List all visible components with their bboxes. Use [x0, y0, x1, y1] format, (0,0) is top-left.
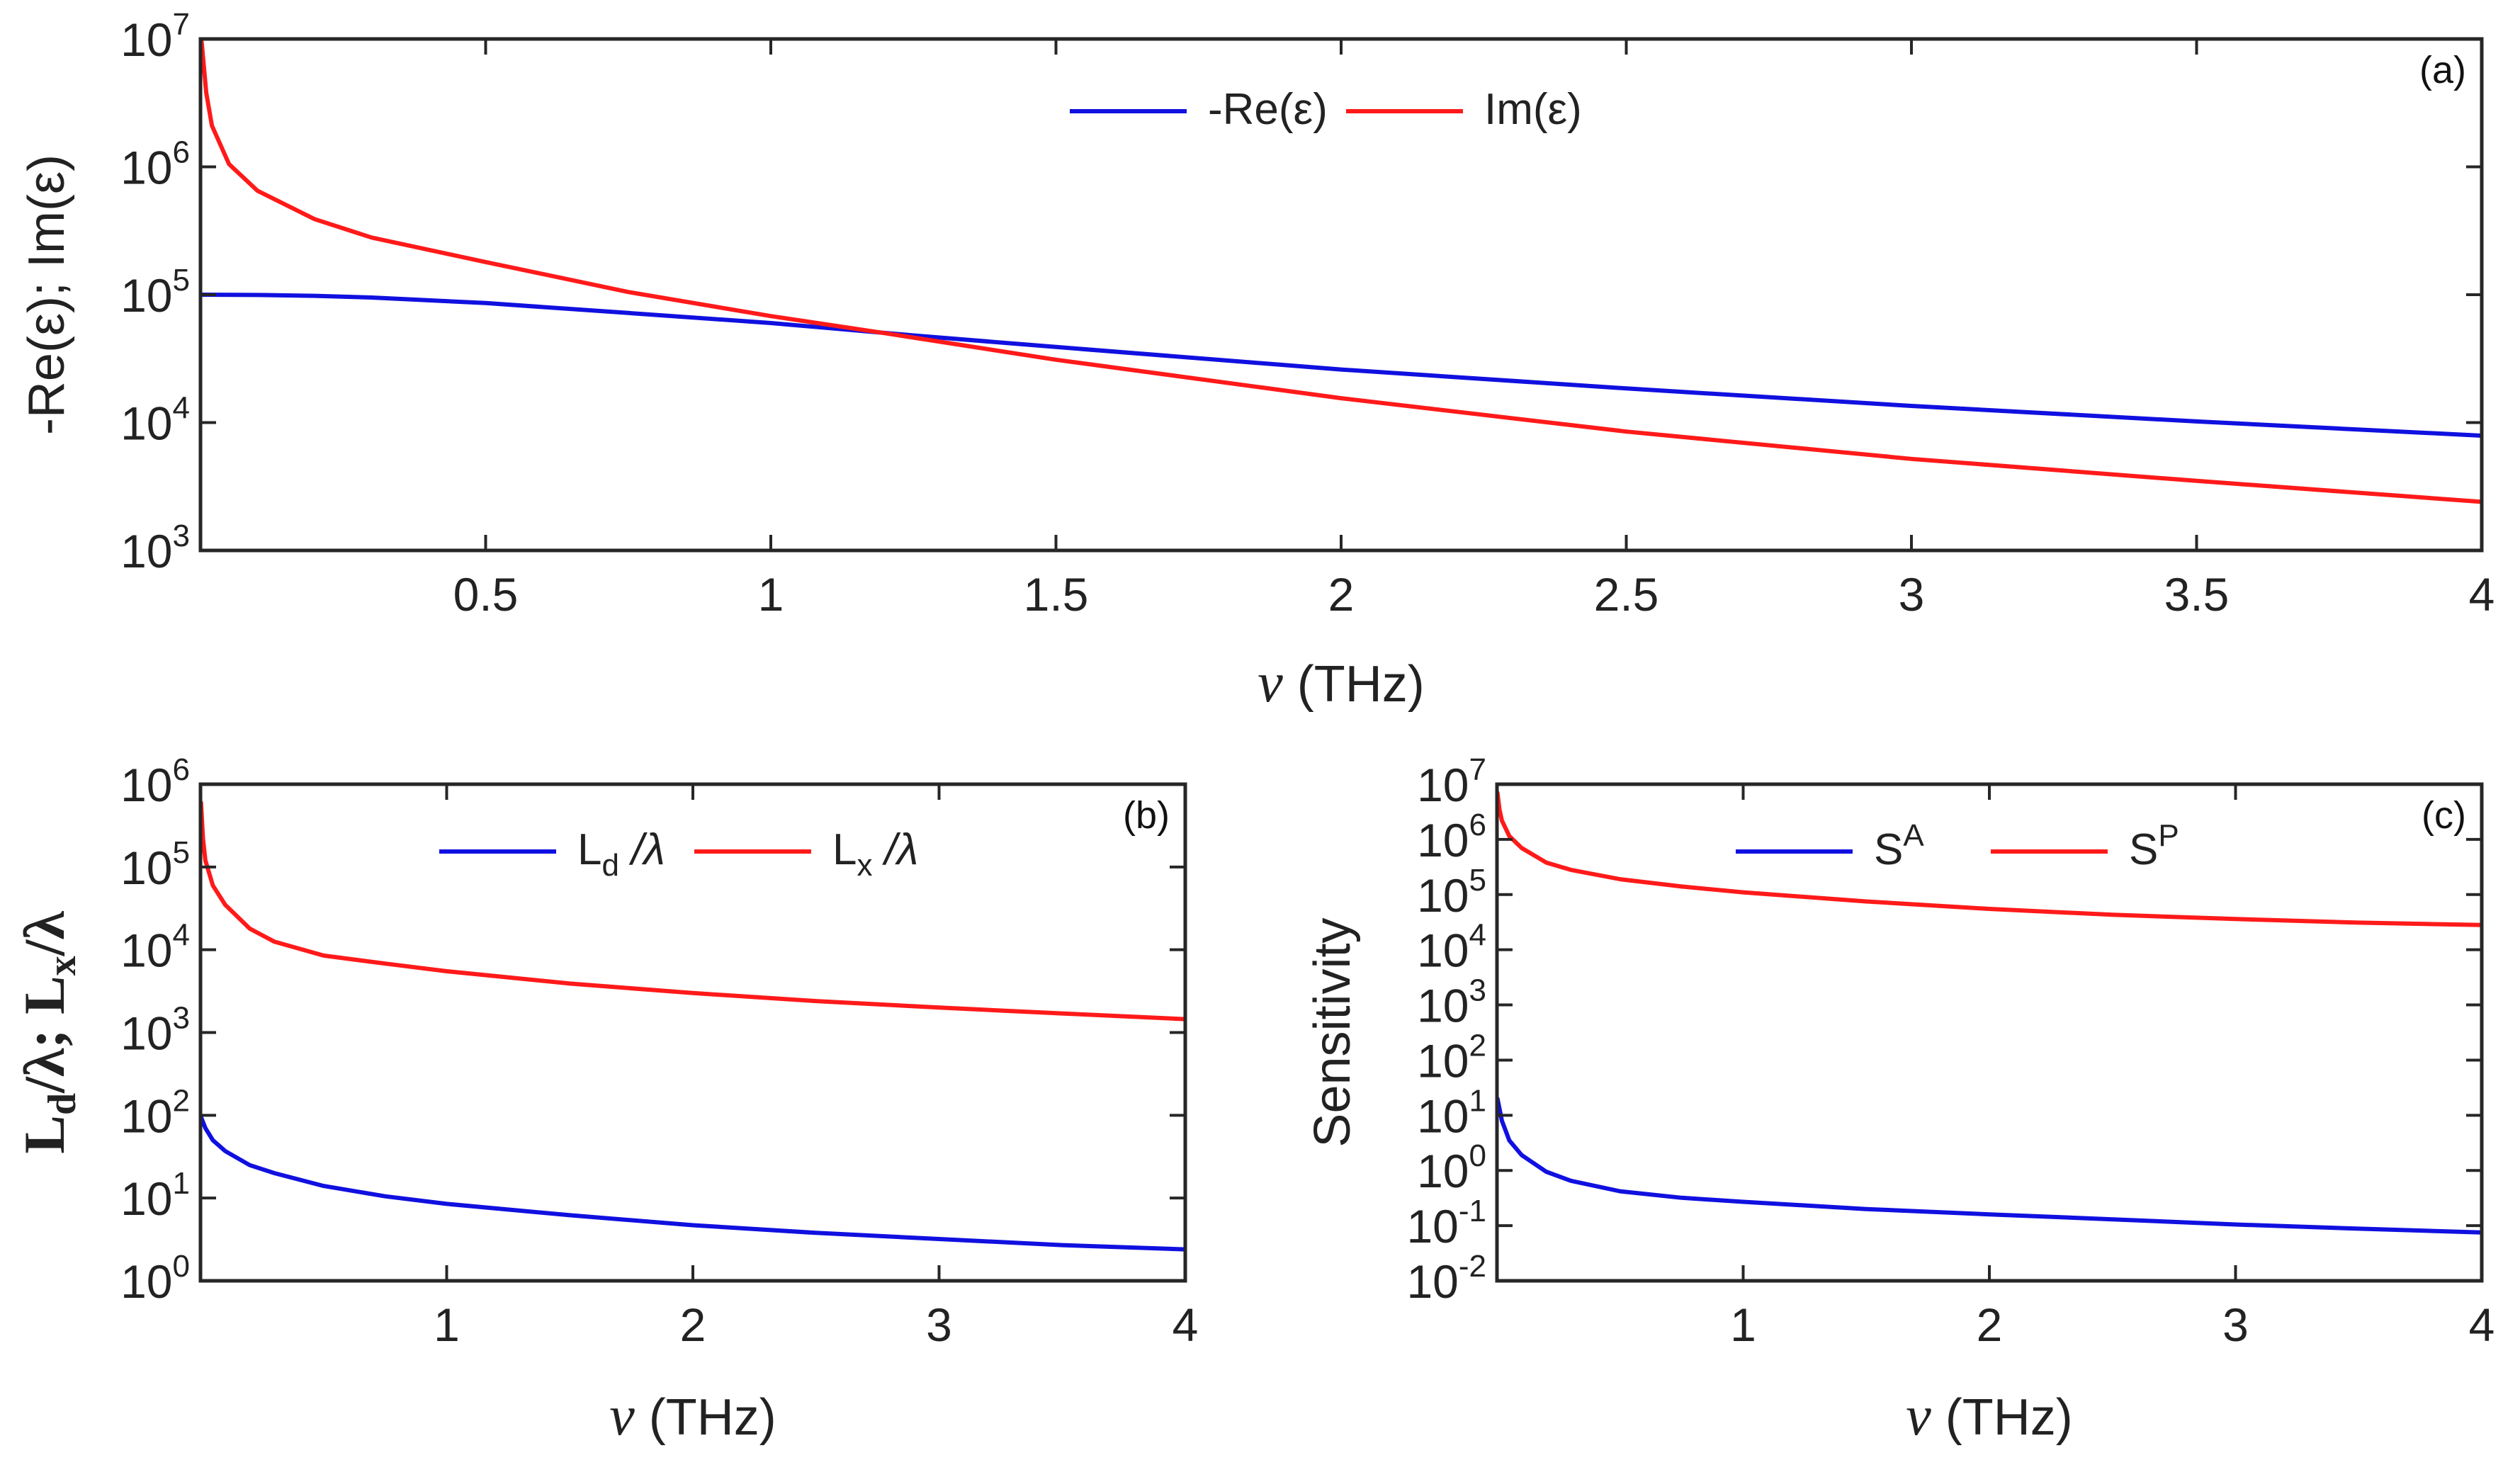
y-tick-label: 10-1: [1406, 1194, 1486, 1252]
x-tick-label: 1.5: [1024, 568, 1089, 621]
y-tick-label: 103: [120, 519, 190, 577]
x-tick-label: 2.5: [1594, 568, 1659, 621]
x-tick-label: 1: [1730, 1299, 1756, 1351]
y-tick-label: 106: [1417, 808, 1486, 866]
x-tick-label: 2: [1977, 1299, 2003, 1351]
y-tick-label: 105: [120, 263, 190, 322]
y-tick-label: 102: [120, 1083, 190, 1142]
series-b-blue-line: [200, 1114, 1185, 1252]
plot-frame-b: [198, 782, 1187, 1283]
y-tick-label: 105: [120, 835, 190, 894]
y-axis-label: Sensitivity: [1304, 917, 1361, 1147]
plot-frame-a: [198, 37, 2484, 553]
x-tick-label: 2: [1328, 568, 1355, 621]
legend-label-red: Lx /λ: [832, 825, 918, 883]
y-tick-label: 104: [120, 391, 190, 450]
y-tick-label: 107: [1417, 752, 1486, 811]
legend-label-red: SP: [2129, 818, 2179, 874]
x-tick-label: 3: [926, 1299, 952, 1351]
y-tick-label: 104: [1417, 918, 1486, 977]
legend-b: Ld /λ Lx /λ: [439, 825, 918, 883]
x-tick-label: 4: [2469, 568, 2495, 621]
y-tick-label: 104: [120, 918, 190, 977]
series-c-blue-line: [1497, 1096, 2482, 1235]
series-b-red-line: [200, 800, 1185, 1022]
x-tick-label: 1: [758, 568, 784, 621]
x-tick-label: 1: [434, 1299, 460, 1351]
x-tick-label: 4: [2469, 1299, 2495, 1351]
y-tick-label: 103: [1417, 973, 1486, 1032]
legend-label-blue: SA: [1874, 818, 1924, 874]
x-tick-label: 0.5: [453, 568, 519, 621]
x-tick-label: 3: [1899, 568, 1925, 621]
series-a-blue-line: [200, 293, 2482, 438]
x-tick-label: 3: [2222, 1299, 2249, 1351]
y-tick-label: 105: [1417, 863, 1486, 922]
x-axis-label: ν (THz): [1258, 652, 1424, 714]
y-tick-label: 107: [120, 7, 190, 66]
x-tick-label: 4: [1173, 1299, 1199, 1351]
legend-label-blue: Ld /λ: [577, 825, 665, 883]
legend-label-red: Im(ε): [1484, 85, 1582, 134]
x-axis-label: ν (THz): [1906, 1385, 2072, 1447]
series-a-red-line: [200, 40, 2482, 504]
y-tick-label: 103: [120, 1001, 190, 1060]
y-axis-label: Ld/λ; Lx/λ: [12, 911, 84, 1154]
y-tick-label: 102: [1417, 1028, 1486, 1087]
y-tick-label: 100: [1417, 1138, 1486, 1197]
y-tick-label: 106: [120, 752, 190, 811]
plot-frame-c: [1495, 782, 2484, 1283]
panel-a: 0.5 1 1.5 2 2.5 3 3.5 4 103 104 105 106 107 (a) ν (THz…: [18, 7, 2494, 714]
panel-label: (b): [1123, 794, 1170, 837]
x-tick-label: 2: [680, 1299, 706, 1351]
x-tick-label: 3.5: [2164, 568, 2230, 621]
series-c-red-line: [1497, 791, 2482, 927]
y-axis-label: -Re(ε); Im(ε): [18, 154, 75, 435]
y-tick-label: 101: [120, 1166, 190, 1225]
legend-c: SA SP: [1736, 818, 2179, 874]
panel-label: (a): [2419, 49, 2466, 91]
panel-b: 1 2 3 4 100 101 102 103 104 105 106 (b) ν (THz) Ld/λ;…: [12, 752, 1198, 1447]
legend-label-blue: -Re(ε): [1208, 85, 1328, 134]
panel-label: (c): [2422, 794, 2466, 837]
y-tick-label: 100: [120, 1249, 190, 1308]
y-tick-label: 101: [1417, 1083, 1486, 1142]
x-axis-label: ν (THz): [609, 1385, 776, 1447]
y-tick-label: 106: [120, 135, 190, 194]
y-tick-label: 10-2: [1406, 1249, 1486, 1308]
legend-a: -Re(ε) Im(ε): [1070, 85, 1582, 134]
